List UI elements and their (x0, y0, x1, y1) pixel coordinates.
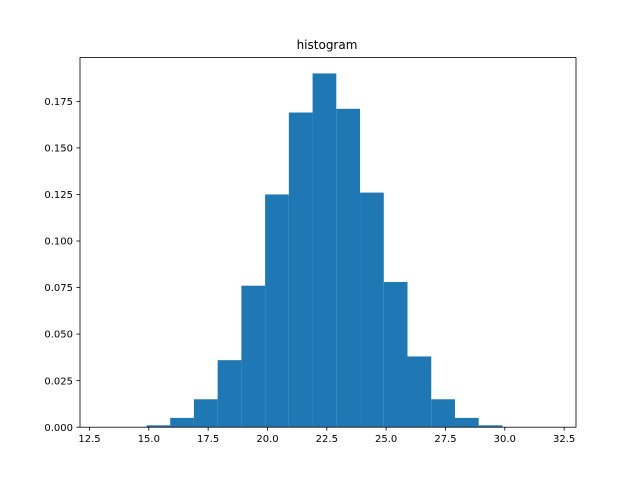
x-tick-label-2: 17.5 (197, 434, 219, 445)
y-axis: 0.000 0.025 0.050 0.075 0.100 0.125 0.150 0.175 (44, 97, 80, 434)
x-axis: 12.5 15.0 17.5 20.0 22.5 25.0 27.5 30.0 32.5 (78, 427, 575, 445)
x-tick-label-0: 12.5 (78, 434, 100, 445)
histogram-bar-6 (241, 285, 266, 428)
histogram-bar-5 (217, 360, 242, 428)
histogram-bar-7 (265, 194, 289, 428)
y-tick-label-4: 0.100 (44, 237, 73, 248)
histogram-bar-16 (478, 425, 503, 428)
histogram-bar-8 (288, 112, 313, 428)
histogram-bar-13 (407, 356, 432, 428)
histogram-bar-15 (454, 417, 479, 428)
x-tick-label-1: 15.0 (138, 434, 160, 445)
histogram-bar-2 (146, 425, 171, 428)
y-tick-label-5: 0.125 (44, 190, 73, 201)
histogram-bar-4 (193, 399, 218, 428)
histogram-bar-3 (170, 417, 194, 428)
x-tick-label-7: 30.0 (494, 434, 516, 445)
histogram-bar-12 (383, 281, 408, 428)
y-tick-label-6: 0.150 (44, 144, 73, 155)
x-tick-label-4: 22.5 (316, 434, 338, 445)
x-tick-label-8: 32.5 (553, 434, 575, 445)
bars-group (146, 73, 503, 428)
x-tick-label-5: 25.0 (375, 434, 397, 445)
histogram-bar-9 (312, 73, 337, 428)
y-tick-label-3: 0.075 (44, 283, 73, 294)
y-tick-label-0: 0.000 (44, 423, 73, 434)
chart-title: histogram (297, 38, 358, 52)
histogram-bar-14 (431, 399, 455, 428)
x-tick-label-6: 27.5 (434, 434, 456, 445)
histogram-bar-11 (360, 192, 384, 428)
plot-frame (79, 57, 577, 428)
histogram-bar-10 (336, 108, 361, 428)
x-tick-label-3: 20.0 (256, 434, 278, 445)
y-tick-label-1: 0.025 (44, 376, 73, 387)
y-tick-label-2: 0.050 (44, 330, 73, 341)
y-tick-label-7: 0.175 (44, 97, 73, 108)
